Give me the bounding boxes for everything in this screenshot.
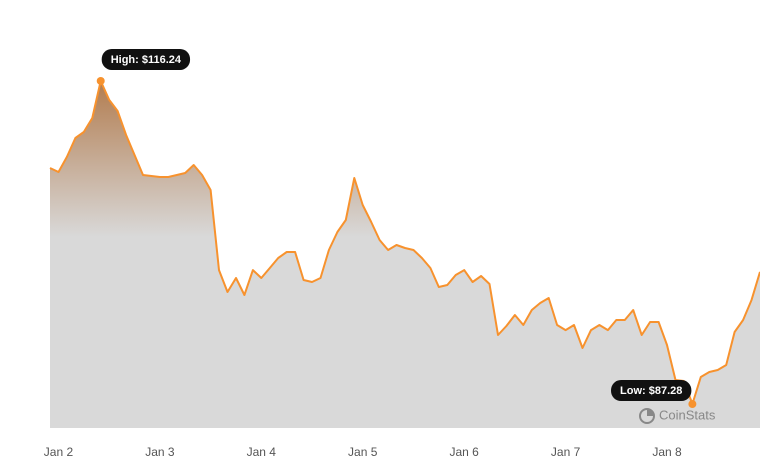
watermark: CoinStats [639,407,716,424]
low-badge: Low: $87.28 [611,380,692,402]
x-tick-label: Jan 7 [551,445,581,459]
area [50,81,760,428]
x-tick-label: Jan 5 [348,445,378,459]
high-badge-text: High: $116.24 [111,54,182,66]
x-tick-label: Jan 8 [652,445,682,459]
low-marker [688,400,697,409]
high-badge: High: $116.24 [101,48,191,70]
low-badge-bg [611,380,692,402]
low-badge-text: Low: $87.28 [620,385,682,397]
x-tick-label: Jan 2 [44,445,74,459]
x-tick-label: Jan 6 [449,445,479,459]
price-line [49,80,760,405]
watermark-text: CoinStats [659,407,716,422]
watermark-icon-slice [647,409,654,416]
x-tick-label: Jan 3 [145,445,175,459]
x-tick-label: Jan 4 [247,445,277,459]
high-badge-bg [101,48,191,70]
high-marker [96,76,105,85]
